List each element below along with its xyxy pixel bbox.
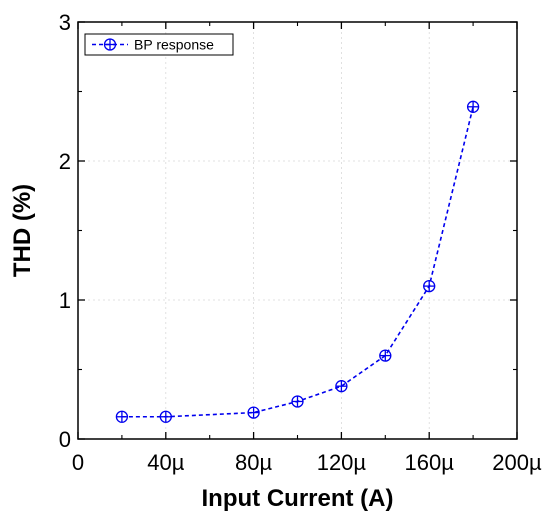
y-tick-label: 2	[59, 149, 71, 174]
data-point	[115, 410, 129, 423]
x-axis-title: Input Current (A)	[202, 485, 394, 512]
series-line	[121, 106, 474, 418]
series-bp-response	[115, 100, 480, 423]
x-tick-label: 200µ	[492, 450, 542, 475]
x-tick-labels: 0 40µ 80µ 120µ 160µ 200µ	[72, 450, 542, 475]
data-point	[291, 395, 304, 408]
data-point	[423, 279, 436, 293]
legend: BP response	[84, 33, 234, 56]
x-tick-label: 80µ	[235, 450, 272, 475]
data-point	[335, 380, 348, 393]
x-tick-label: 0	[72, 450, 84, 475]
y-tick-label: 0	[59, 427, 71, 452]
x-tick-label: 160µ	[405, 450, 455, 475]
data-point	[247, 406, 260, 419]
y-axis-title: THD (%)	[9, 184, 36, 277]
data-point	[379, 349, 392, 362]
axis-ticks	[77, 21, 518, 440]
x-tick-label: 120µ	[317, 450, 367, 475]
data-point	[466, 100, 480, 113]
plot-area	[78, 22, 517, 439]
y-tick-label: 1	[59, 288, 71, 313]
legend-label: BP response	[134, 37, 214, 53]
data-point	[159, 410, 172, 423]
y-tick-label: 3	[59, 10, 71, 35]
x-tick-label: 40µ	[147, 450, 184, 475]
legend-box	[84, 33, 234, 56]
y-tick-labels: 0 1 2 3	[59, 10, 71, 452]
